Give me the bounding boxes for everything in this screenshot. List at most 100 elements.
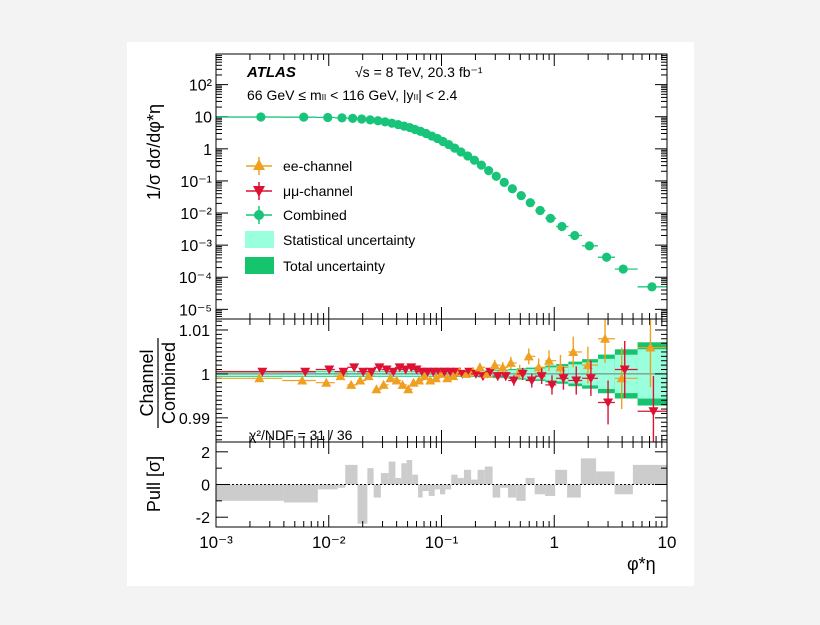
ee-point [321, 377, 332, 387]
combined-point [357, 114, 367, 124]
atlas-label: ATLAS [246, 64, 296, 81]
ee-point [363, 371, 374, 381]
combined-point [373, 116, 383, 126]
combined-point [463, 151, 473, 161]
pull-bar [401, 463, 407, 485]
legend-ee-label: ee-channel [283, 158, 352, 174]
pull-bar [614, 484, 633, 495]
main-y-tick-label: 10⁻¹ [180, 174, 212, 191]
combined-point [456, 147, 466, 157]
mumu-point [485, 367, 496, 377]
legend-mumu-marker [253, 186, 265, 197]
combined-point [516, 190, 526, 201]
energy-label: √s = 8 TeV, 20.3 fb⁻¹ [355, 64, 483, 80]
combined-point [491, 171, 501, 181]
ratio-y-tick-label: 0.99 [179, 411, 210, 428]
figure-canvas: 10⁻³ 10⁻² 10⁻¹ 1 10 10⁻⁵ 10⁻⁴ 10⁻³ 10⁻² 10⁻¹ 1 10 10… [127, 42, 694, 586]
combined-point [348, 113, 358, 123]
legend-combined-marker [254, 210, 264, 220]
main-y-tick-label: 10⁻⁴ [179, 270, 212, 287]
pull-bar [471, 479, 478, 485]
ratio-ylabel-denominator: Combined [159, 342, 179, 424]
pull-bar [596, 471, 615, 485]
combined-point [365, 115, 375, 125]
mumu-point [585, 374, 596, 384]
ee-point [297, 375, 308, 385]
ee-point [523, 351, 534, 361]
legend-total-label: Total uncertainty [283, 258, 385, 274]
ee-point [346, 379, 357, 389]
combined-point [647, 282, 657, 292]
mumu-point [546, 380, 557, 390]
main-y-tick-label: 10⁻² [180, 206, 212, 223]
ee-point [391, 375, 402, 385]
pull-bar [367, 468, 374, 485]
pull-bar [534, 484, 546, 495]
ee-point [645, 342, 656, 352]
ratio-y-tick-label: 1 [201, 367, 210, 384]
combined-point [323, 112, 333, 123]
mumu-point [536, 372, 547, 382]
ee-point [385, 373, 396, 383]
ee-point [430, 373, 441, 383]
combined-point [545, 213, 556, 224]
pull-bar [555, 469, 568, 485]
mumu-point [492, 372, 503, 382]
x-tick-label: 10⁻¹ [425, 533, 459, 552]
pull-bar [445, 484, 452, 490]
ee-point [254, 373, 265, 383]
legend: ee-channel μμ-channel Combined Statistic… [245, 157, 415, 274]
x-tick-label: 10⁻³ [199, 533, 233, 552]
pull-bar [580, 458, 597, 485]
combined-point [535, 205, 545, 216]
legend-total-swatch [245, 257, 274, 274]
ee-point [371, 384, 382, 394]
mumu-point [500, 372, 511, 382]
ee-point [568, 346, 579, 356]
legend-combined-label: Combined [283, 207, 347, 223]
pull-bar [283, 484, 318, 503]
mumu-point [324, 365, 335, 375]
combined-point [499, 177, 509, 188]
pull-bar [337, 484, 346, 488]
pull-y-tick-label: 0 [201, 478, 210, 495]
combined-point [299, 112, 309, 122]
pull-bar [345, 464, 358, 485]
pull-bar [477, 469, 485, 485]
mumu-point [508, 376, 519, 386]
legend-ee-marker [253, 159, 265, 170]
ee-point [397, 379, 408, 389]
mumu-point [366, 367, 377, 377]
combined-point [337, 113, 347, 123]
chi2-label: χ²/NDF = 31 / 36 [249, 427, 353, 443]
pull-y-tick-label: -2 [196, 510, 210, 527]
combined-point [584, 241, 595, 251]
main-y-tick-label: 10 [194, 110, 212, 127]
pull-bar [508, 484, 517, 498]
pull-bar [422, 484, 429, 492]
pull-bar [525, 477, 535, 485]
selection-label: 66 GeV ≤ mₗₗ < 116 GeV, |yₗₗ| < 2.4 [247, 87, 457, 103]
combined-point [256, 112, 266, 122]
mumu-point [648, 407, 659, 417]
legend-stat-swatch [245, 231, 274, 248]
main-ylabel: 1/σ dσ/dφ*η [144, 104, 164, 200]
mumu-point [603, 398, 614, 408]
ee-point [543, 355, 554, 365]
pull-bar [317, 484, 338, 490]
mumu-point [526, 376, 537, 386]
combined-point [570, 230, 580, 241]
combined-point [601, 252, 612, 262]
x-tick-label: 10 [658, 533, 677, 552]
pull-bar [484, 466, 493, 485]
mumu-point [517, 369, 528, 379]
ee-point [403, 384, 414, 394]
ratio-ylabel: Channel Combined [137, 338, 179, 428]
combined-point [507, 184, 517, 194]
pull-bar [373, 484, 381, 498]
ee-point [419, 371, 430, 381]
ee-point [505, 357, 516, 367]
pull-ylabel: Pull [σ] [144, 456, 164, 512]
ratio-ylabel-numerator: Channel [137, 349, 157, 416]
chart-svg: 10⁻³ 10⁻² 10⁻¹ 1 1010⁻⁵10⁻⁴10⁻³10⁻²10⁻¹11010… [137, 53, 677, 574]
